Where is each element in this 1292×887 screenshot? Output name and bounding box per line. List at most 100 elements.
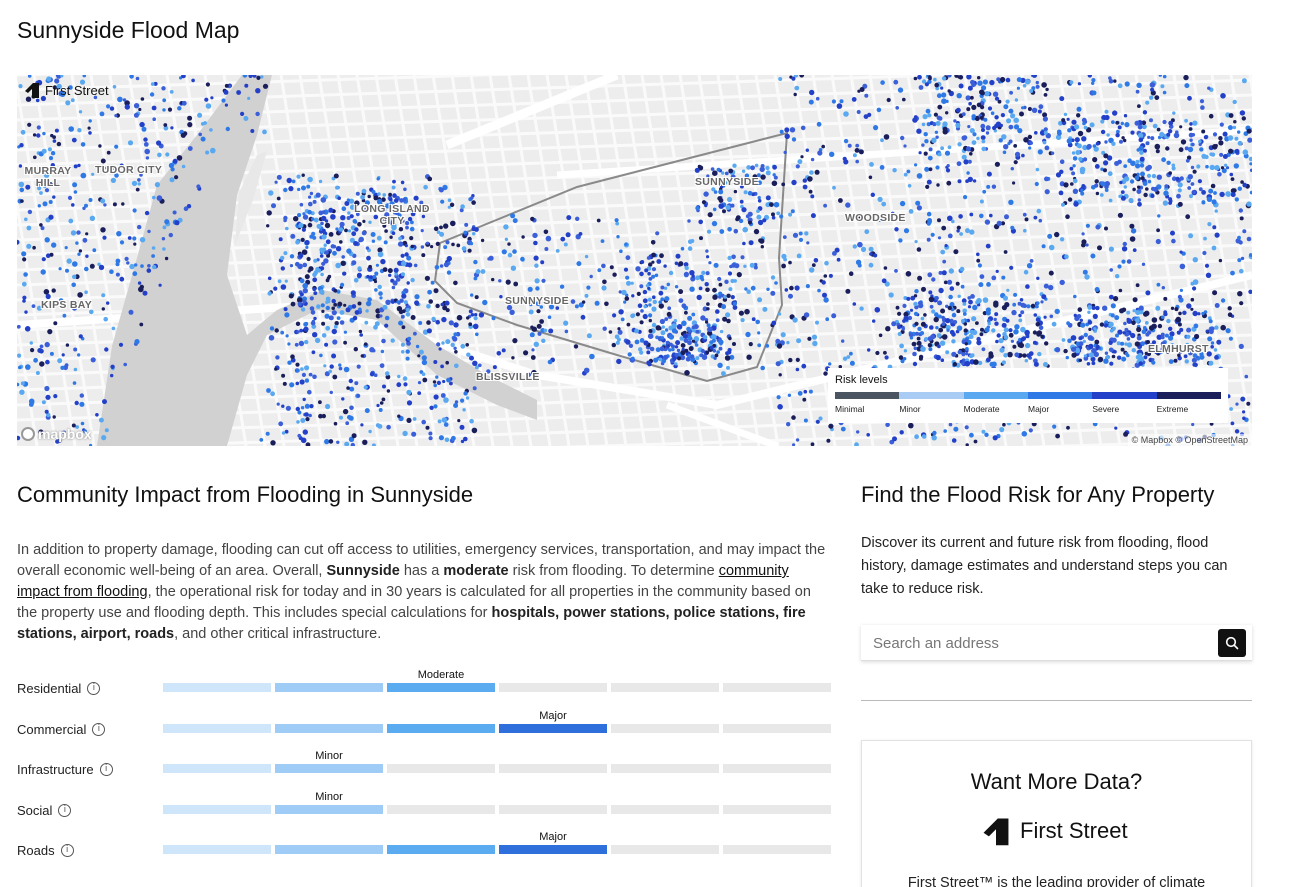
mapbox-logo[interactable]: mapbox [21, 426, 92, 442]
place-label-sunnyside: SUNNYSIDE [505, 295, 569, 307]
risk-level-bar [163, 723, 831, 733]
risk-segment [499, 683, 607, 692]
map-canvas[interactable] [17, 75, 1252, 446]
desc-text-5: , and other critical infrastructure. [174, 626, 382, 642]
risk-segment [387, 764, 495, 773]
legend-labels: Minimal Minor Moderate Major Severe Extreme [835, 404, 1221, 414]
risk-level-bar [163, 845, 831, 854]
risk-segment [275, 683, 383, 692]
legend-swatch [1027, 392, 1093, 399]
mapbox-logo-text: mapbox [38, 426, 92, 442]
risk-row: Commercial i Major [17, 709, 831, 750]
desc-risk: moderate [443, 563, 509, 579]
risk-row-label: Social i [17, 802, 72, 818]
risk-level-label: Minor [315, 790, 343, 803]
property-risk-description: Discover its current and future risk fro… [861, 535, 1228, 597]
risk-category-name: Residential [17, 681, 82, 696]
risk-segment [611, 804, 719, 814]
risk-segment [611, 723, 719, 733]
risk-row: Social i Minor [17, 790, 831, 831]
desc-infrastructure: hospitals, power stations, police statio… [17, 605, 806, 642]
desc-text-3: risk from flooding. To determine [508, 563, 719, 579]
risk-category-name: Commercial [17, 721, 87, 737]
risk-level-label: Minor [315, 750, 343, 762]
risk-segment [499, 804, 607, 814]
address-search-input[interactable] [861, 625, 1201, 661]
section-divider [861, 700, 1252, 701]
map-brand-text: First Street [45, 82, 109, 98]
risk-segment [499, 845, 607, 854]
legend-swatch [899, 392, 964, 399]
legend-title: Risk levels [835, 374, 888, 386]
place-label-tudor-city: TUDOR CITY [95, 164, 163, 176]
legend-label: Minor [899, 404, 921, 414]
place-label-sunnyside-north: SUNNYSIDE [695, 176, 759, 188]
risk-segment [499, 723, 607, 733]
info-icon[interactable]: i [99, 763, 113, 776]
risk-segment [163, 764, 271, 773]
risk-segment [163, 723, 271, 733]
risk-segment [275, 845, 383, 854]
community-impact-description: In addition to property damage, flooding… [17, 540, 827, 645]
risk-segment [275, 764, 383, 773]
desc-text-2: has a [399, 563, 444, 579]
risk-segment [611, 683, 719, 692]
risk-row: Residential i Moderate [17, 668, 831, 709]
risk-level-bar [163, 683, 831, 692]
community-impact-link[interactable]: community impact from flooding [17, 563, 789, 600]
risk-row: Roads i Major [17, 830, 831, 871]
risk-category-name: Social [17, 802, 53, 818]
risk-segment [723, 764, 831, 773]
legend-label: Moderate [963, 404, 1000, 414]
risk-segment [387, 723, 495, 733]
risk-segment [387, 845, 495, 854]
info-icon[interactable]: i [92, 722, 106, 736]
desc-text-1: In addition to property damage, flooding… [17, 542, 826, 579]
risk-segment [723, 723, 831, 733]
risk-segment [723, 845, 831, 854]
legend-swatch [1156, 392, 1221, 399]
map-attribution[interactable]: © Mapbox © OpenStreetMap [1127, 434, 1252, 446]
risk-segment [275, 723, 383, 733]
card-brand-logo[interactable]: First Street [980, 815, 1128, 847]
more-data-card: Want More Data? First Street First Stree… [861, 740, 1252, 887]
place-label-murray-hill: MURRAY HILL [24, 165, 72, 189]
info-icon[interactable]: i [58, 803, 72, 817]
community-risk-table: Residential i Moderate Commercial i Major Infr… [17, 668, 831, 871]
community-impact-title: Community Impact from Flooding in Sunnys… [17, 482, 474, 507]
risk-category-name: Infrastructure [17, 762, 94, 777]
info-icon[interactable]: i [60, 844, 74, 857]
page-title: Sunnyside Flood Map [17, 17, 240, 43]
risk-segment [723, 804, 831, 814]
risk-row-label: Commercial i [17, 721, 106, 737]
risk-segment [275, 804, 383, 814]
risk-segment [723, 683, 831, 692]
flood-map[interactable]: First Street MURRAY HILL TUDOR CITY LONG… [17, 75, 1252, 446]
legend-swatch [1092, 392, 1157, 399]
risk-row-label: Residential i [17, 681, 101, 696]
place-label-woodside: WOODSIDE [845, 212, 906, 224]
risk-level-label: Major [539, 709, 567, 722]
place-label-elmhurst: ELMHURST [1148, 343, 1209, 355]
risk-segment [387, 804, 495, 814]
legend-label: Extreme [1156, 404, 1189, 414]
risk-level-label: Moderate [417, 669, 465, 681]
search-icon [1225, 636, 1239, 650]
first-street-logo-icon [983, 818, 1009, 846]
card-brand-text: First Street [1020, 818, 1128, 843]
risk-level-bar [163, 804, 831, 814]
desc-text-4: , the operational risk for today and in … [17, 584, 811, 621]
desc-place: Sunnyside [326, 563, 400, 579]
risk-level-label: Major [539, 831, 567, 843]
card-description: First Street™ is the leading provider of… [907, 875, 1206, 887]
mapbox-logo-icon [21, 427, 35, 441]
risk-segment [611, 764, 719, 773]
risk-level-bar [163, 764, 831, 773]
legend-color-bar [835, 392, 1221, 399]
search-button[interactable] [1218, 629, 1246, 657]
risk-segment [387, 683, 495, 692]
info-icon[interactable]: i [87, 682, 101, 695]
risk-row-label: Infrastructure i [17, 762, 113, 777]
risk-segment [499, 764, 607, 773]
legend-swatch [835, 392, 900, 399]
